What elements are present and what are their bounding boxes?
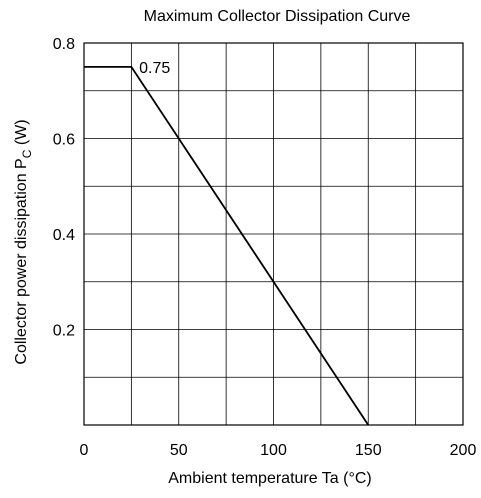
x-tick-label: 0 [80,442,89,459]
plot-frame [83,42,464,426]
series-line-0 [84,65,370,426]
chart-title: Maximum Collector Dissipation Curve [144,8,411,25]
y-axis-label-subscript: C [20,149,34,158]
x-tick-label: 100 [260,442,287,459]
y-tick-label: 0.8 [53,36,75,53]
annotation-label: 0.75 [139,60,170,77]
series-group [84,65,370,426]
x-axis-label: Ambient temperature Ta (°C) [168,470,372,487]
x-tick-labels: 0 50 100 150 200 [80,442,477,459]
y-tick-label: 0.6 [53,132,75,149]
annotations: 0.75 [139,60,170,77]
x-tick-label: 150 [355,442,382,459]
y-tick-labels: 0.2 0.4 0.6 0.8 [53,36,75,340]
y-axis-label-main: Collector power dissipation P [13,158,30,364]
x-tick-label: 200 [450,442,477,459]
x-tick-label: 50 [170,442,188,459]
y-axis-label: Collector power dissipation PC (W) [13,119,34,364]
y-axis-label-unit: (W) [13,119,30,149]
y-tick-label: 0.4 [53,227,75,244]
y-tick-label: 0.2 [53,323,75,340]
grid [84,43,463,425]
